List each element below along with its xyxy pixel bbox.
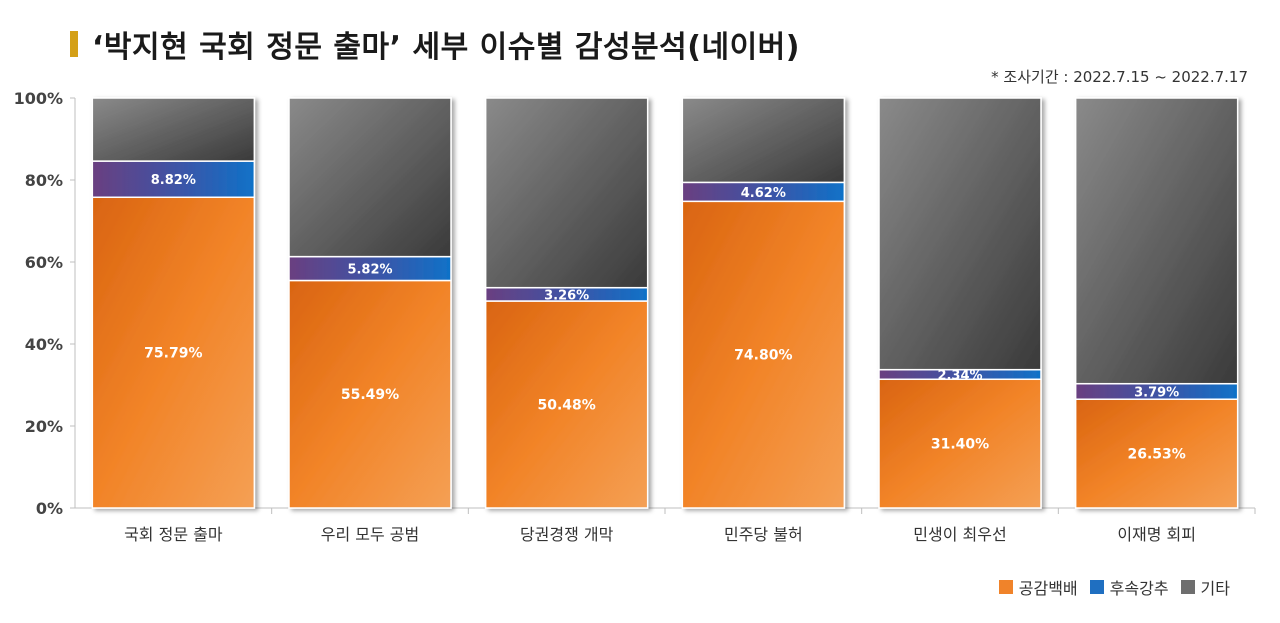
data-label: 55.49% xyxy=(341,387,399,403)
legend-label: 기타 xyxy=(1200,579,1230,598)
data-label: 26.53% xyxy=(1128,447,1186,463)
y-tick-label: 60% xyxy=(25,253,63,272)
data-label: 50.48% xyxy=(538,398,596,414)
bar-segment-other xyxy=(91,97,256,162)
bar-stack xyxy=(288,97,452,509)
legend-label: 후속강추 xyxy=(1109,579,1169,598)
data-label: 4.62% xyxy=(741,186,786,201)
x-tick-label: 민주당 불허 xyxy=(724,525,803,544)
survey-period: * 조사기간 : 2022.7.15 ~ 2022.7.17 xyxy=(991,68,1248,86)
title-accent-bar xyxy=(70,31,78,57)
chart-title: ‘박지현 국회 정문 출마’ 세부 이슈별 감성분석(네이버) xyxy=(92,30,800,65)
y-tick-label: 100% xyxy=(14,89,63,108)
x-tick-label: 이재명 회피 xyxy=(1117,525,1196,544)
data-label: 31.40% xyxy=(931,437,989,453)
legend-item-positive: 공감백배 xyxy=(998,575,1078,599)
data-label: 3.79% xyxy=(1134,385,1179,400)
y-tick-label: 40% xyxy=(25,335,63,354)
title-row: ‘박지현 국회 정문 출마’ 세부 이슈별 감성분석(네이버) xyxy=(70,24,800,65)
bar-stack xyxy=(484,97,649,509)
y-tick-label: 0% xyxy=(36,499,63,518)
bar-stack xyxy=(1074,97,1239,509)
data-label: 2.34% xyxy=(937,368,982,383)
bar-segment-positive xyxy=(878,378,1042,509)
bar-segment-other xyxy=(681,97,846,184)
bar-segment-other xyxy=(1074,97,1239,385)
data-label: 8.82% xyxy=(151,173,196,188)
legend-item-recommend: 후속강추 xyxy=(1089,575,1169,599)
data-label: 75.79% xyxy=(144,346,202,362)
data-label: 5.82% xyxy=(347,263,392,278)
bar-segment-recommend xyxy=(91,160,256,199)
y-tick-label: 80% xyxy=(25,171,63,190)
bar-segment-other xyxy=(484,97,649,289)
bar-stack xyxy=(878,97,1042,509)
legend: 공감백배 후속강추 기타 xyxy=(987,575,1230,599)
bar-segment-positive xyxy=(288,279,452,509)
bar-segment-other xyxy=(288,97,452,258)
bar-stack xyxy=(681,97,846,509)
legend-swatch xyxy=(1089,580,1104,594)
x-tick-label: 국회 정문 출마 xyxy=(124,525,223,544)
x-tick-label: 당권경쟁 개막 xyxy=(520,525,614,544)
data-label: 3.26% xyxy=(544,288,589,303)
y-tick-label: 20% xyxy=(25,417,63,436)
bar-stack xyxy=(91,97,256,509)
bar-segment-other xyxy=(878,97,1042,371)
x-tick-label: 민생이 최우선 xyxy=(913,525,1006,544)
legend-swatch xyxy=(1180,580,1195,594)
legend-swatch xyxy=(998,580,1013,594)
legend-item-other: 기타 xyxy=(1180,575,1230,599)
data-label: 74.80% xyxy=(734,348,792,364)
x-tick-label: 우리 모두 공범 xyxy=(321,525,420,544)
legend-label: 공감백배 xyxy=(1018,579,1078,598)
